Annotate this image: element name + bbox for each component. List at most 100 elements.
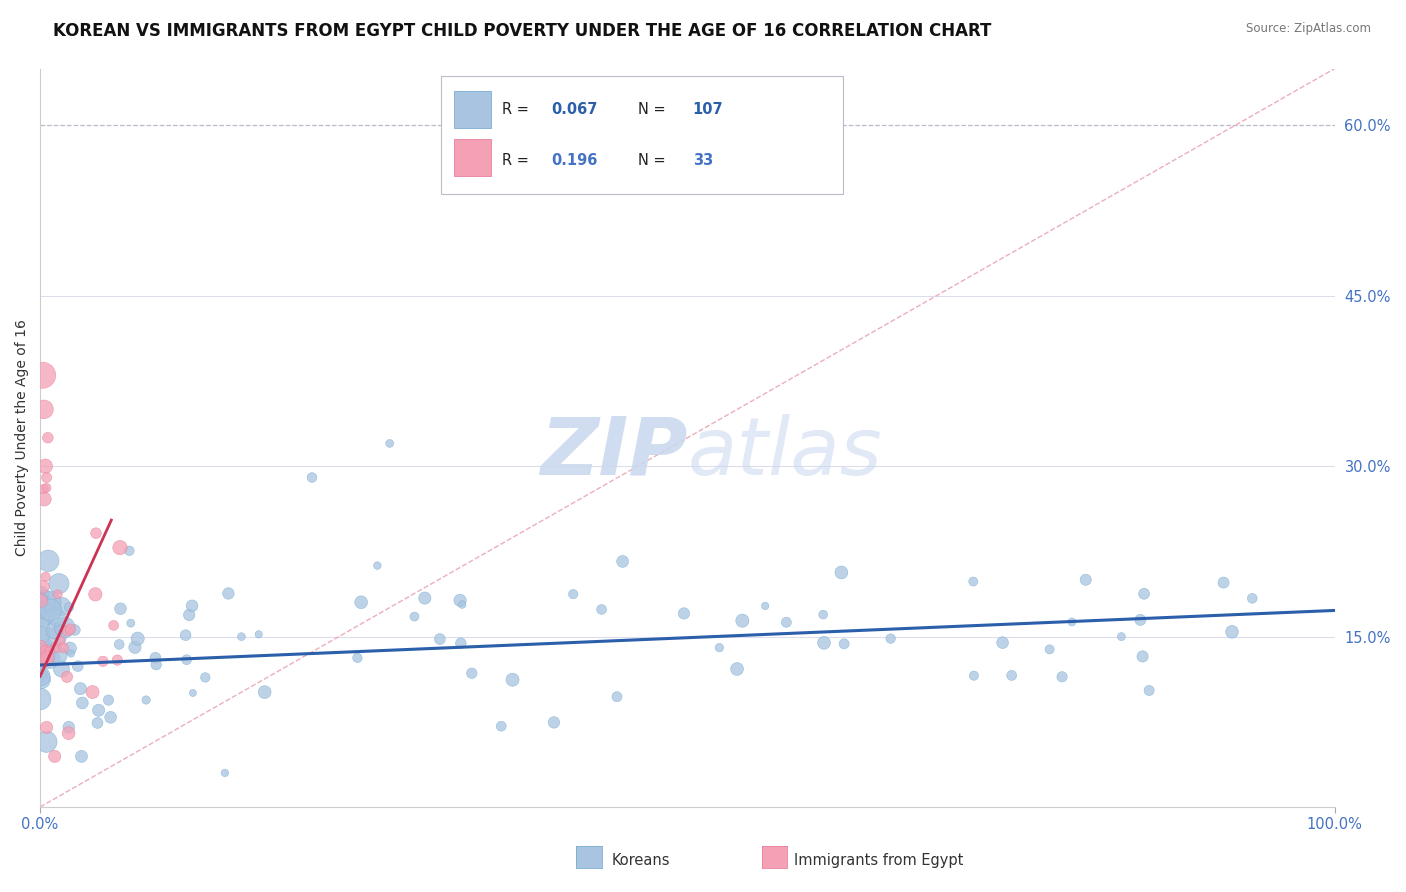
- Point: [51, 662, 73, 676]
- Text: Immigrants from Egypt: Immigrants from Egypt: [794, 854, 963, 868]
- Point: [39, 603, 62, 617]
- Point: [56, 624, 79, 638]
- Point: [34, 643, 56, 657]
- Point: [69, 681, 91, 696]
- Text: ZIP: ZIP: [540, 414, 688, 491]
- Point: [97, 693, 120, 707]
- Point: [562, 587, 585, 601]
- Point: [35, 721, 58, 735]
- Point: [145, 657, 167, 672]
- Point: [51, 599, 73, 614]
- Text: 107: 107: [693, 102, 723, 117]
- Point: [879, 632, 901, 646]
- Point: [46, 587, 69, 601]
- Point: [1050, 670, 1073, 684]
- Point: [86, 715, 108, 730]
- Point: [775, 615, 797, 630]
- Point: [991, 635, 1014, 649]
- Point: [31, 368, 53, 383]
- Point: [1111, 630, 1133, 644]
- Point: [34, 570, 56, 584]
- Point: [34, 593, 56, 607]
- Point: [49, 634, 72, 648]
- Point: [253, 685, 276, 699]
- Text: R =: R =: [502, 153, 529, 169]
- Point: [70, 749, 93, 764]
- Point: [181, 599, 204, 613]
- Point: [247, 627, 270, 641]
- Point: [1060, 615, 1083, 629]
- Point: [489, 719, 512, 733]
- Point: [84, 526, 107, 541]
- Point: [502, 673, 524, 687]
- Point: [30, 621, 52, 635]
- Point: [56, 670, 79, 684]
- Point: [231, 630, 253, 644]
- Point: [135, 693, 157, 707]
- Point: [118, 543, 141, 558]
- Point: [84, 587, 107, 601]
- Text: 33: 33: [693, 153, 713, 169]
- Point: [301, 470, 323, 484]
- Point: [105, 653, 128, 667]
- Point: [91, 654, 114, 668]
- Point: [45, 630, 67, 644]
- Point: [813, 636, 835, 650]
- Point: [346, 651, 368, 665]
- Point: [194, 670, 217, 684]
- Point: [38, 651, 60, 665]
- Point: [482, 169, 505, 184]
- Point: [35, 470, 58, 484]
- Point: [731, 614, 754, 628]
- Point: [31, 580, 53, 594]
- Text: Koreans: Koreans: [612, 854, 671, 868]
- Point: [58, 600, 80, 615]
- Point: [37, 554, 59, 568]
- Point: [366, 558, 388, 573]
- Point: [38, 644, 60, 658]
- Point: [48, 648, 70, 663]
- Point: [217, 586, 239, 600]
- Point: [832, 637, 855, 651]
- Point: [145, 650, 167, 665]
- Point: [672, 607, 695, 621]
- Point: [30, 628, 52, 642]
- Point: [103, 618, 125, 632]
- Point: [120, 616, 142, 631]
- Point: [48, 576, 70, 591]
- Point: [811, 607, 834, 622]
- Text: atlas: atlas: [688, 414, 882, 491]
- Point: [127, 632, 149, 646]
- Point: [725, 662, 748, 676]
- Point: [44, 749, 66, 764]
- Point: [59, 641, 82, 656]
- Point: [214, 765, 236, 780]
- Text: N =: N =: [638, 102, 666, 117]
- Point: [30, 672, 52, 686]
- Point: [39, 595, 62, 609]
- FancyBboxPatch shape: [454, 91, 491, 128]
- Point: [53, 620, 76, 634]
- Point: [35, 481, 58, 495]
- Point: [100, 710, 122, 724]
- Point: [30, 692, 52, 706]
- Point: [830, 566, 852, 580]
- Point: [58, 726, 80, 740]
- Point: [45, 610, 67, 624]
- Point: [606, 690, 628, 704]
- Point: [174, 628, 197, 642]
- Point: [72, 696, 94, 710]
- Point: [1074, 573, 1097, 587]
- Text: 0.196: 0.196: [551, 153, 598, 169]
- Point: [59, 622, 82, 636]
- Point: [709, 640, 731, 655]
- Point: [32, 402, 55, 417]
- Point: [58, 720, 80, 734]
- Point: [1137, 683, 1160, 698]
- Point: [1001, 668, 1024, 682]
- Point: [1241, 591, 1264, 606]
- Point: [66, 659, 89, 673]
- Point: [124, 640, 146, 655]
- Point: [30, 594, 52, 608]
- Point: [378, 436, 401, 450]
